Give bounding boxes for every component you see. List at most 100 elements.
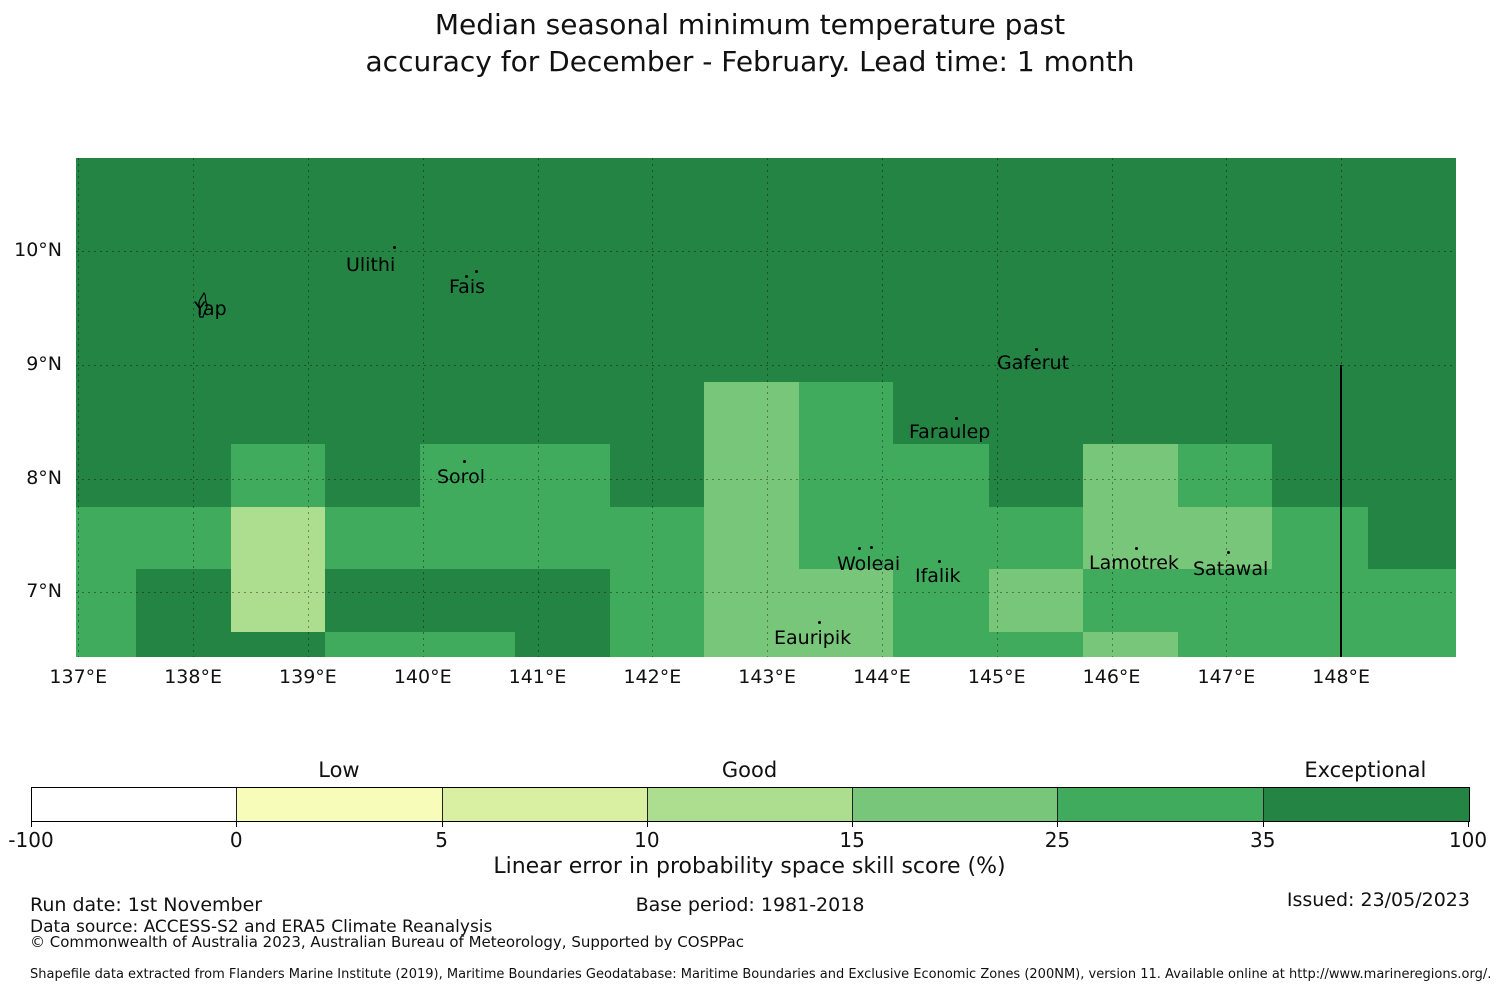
map-cell-score-35-100 bbox=[1367, 506, 1456, 570]
y-tick-label-9: 9°N bbox=[26, 352, 62, 375]
colorbar-number-100: 100 bbox=[1448, 828, 1488, 852]
colorbar-label-exceptional: Exceptional bbox=[1304, 758, 1427, 782]
colorbar-segment-5-to-10 bbox=[442, 788, 648, 821]
colorbar-number-10: 10 bbox=[634, 828, 660, 852]
map-cell-score-25-35 bbox=[799, 381, 894, 507]
island-label-satawal: Satawal bbox=[1193, 558, 1269, 580]
island-label-lamotrek: Lamotrek bbox=[1089, 552, 1179, 574]
colorbar-number--100: -100 bbox=[8, 828, 54, 852]
colorbar-tick-15 bbox=[852, 822, 854, 827]
island-marker-eauripik bbox=[818, 621, 821, 624]
island-marker-satawal bbox=[1227, 551, 1230, 554]
colorbar-segment-25-to-35 bbox=[1058, 788, 1264, 821]
copyright-text: © Commonwealth of Australia 2023, Austra… bbox=[30, 933, 744, 951]
issued-date-text: Issued: 23/05/2023 bbox=[1286, 889, 1470, 911]
colorbar-tick-25 bbox=[1057, 822, 1059, 827]
x-tick-label-146: 146°E bbox=[1082, 666, 1141, 688]
maritime-boundary-line bbox=[1340, 364, 1343, 657]
map-cell-score-25-35 bbox=[420, 444, 610, 507]
gridline-lat-8 bbox=[76, 478, 1456, 480]
map-cell-score-25-35 bbox=[893, 444, 989, 507]
gridline-lat-9 bbox=[76, 364, 1456, 366]
colorbar-tick-100 bbox=[1468, 822, 1469, 827]
island-marker-ifalik bbox=[938, 560, 941, 563]
chart-title-line2: accuracy for December - February. Lead t… bbox=[365, 45, 1135, 78]
yap-island-outline bbox=[198, 291, 208, 318]
gridline-lat-10 bbox=[76, 251, 1456, 253]
map-cell-score-35-100 bbox=[514, 631, 610, 657]
colorbar-number-5: 5 bbox=[435, 828, 448, 852]
island-marker-woleai bbox=[870, 546, 873, 549]
run-date-text: Run date: 1st November bbox=[30, 894, 263, 916]
island-label-woleai: Woleai bbox=[837, 553, 901, 575]
map-cell-score-15-25 bbox=[988, 569, 1083, 632]
map-cell-score-15-25 bbox=[799, 569, 894, 657]
gridline-lon-141 bbox=[537, 158, 539, 657]
x-tick-label-137: 137°E bbox=[49, 666, 108, 688]
colorbar-number-0: 0 bbox=[229, 828, 243, 852]
island-label-fais: Fais bbox=[449, 276, 486, 298]
gridline-lon-146 bbox=[1111, 158, 1113, 657]
gridline-lon-140 bbox=[422, 158, 424, 657]
island-label-yap: Yap bbox=[194, 298, 227, 320]
colorbar-label-low: Low bbox=[318, 758, 360, 782]
island-marker-sorol bbox=[463, 460, 466, 463]
x-tick-label-138: 138°E bbox=[164, 666, 222, 688]
island-marker-gaferut bbox=[1035, 348, 1038, 351]
island-marker-ulithi bbox=[393, 246, 396, 249]
island-label-eauripik: Eauripik bbox=[774, 627, 852, 649]
skill-score-map bbox=[76, 158, 1456, 657]
gridline-lon-143 bbox=[767, 158, 769, 657]
island-marker-fais bbox=[465, 275, 468, 278]
colorbar-tick--100 bbox=[31, 822, 32, 827]
y-tick-label-7: 7°N bbox=[26, 580, 62, 603]
map-cell-score-25-35 bbox=[1178, 444, 1273, 507]
gridline-lon-138 bbox=[193, 158, 195, 657]
gridline-lon-139 bbox=[307, 158, 309, 657]
island-marker-woleai bbox=[858, 547, 861, 550]
x-tick-label-140: 140°E bbox=[393, 666, 452, 688]
colorbar-number-25: 25 bbox=[1044, 828, 1071, 852]
colorbar-segment-35-to-100 bbox=[1263, 788, 1469, 821]
map-cell-score-35-100 bbox=[325, 569, 610, 632]
colorbar-tick-0 bbox=[236, 822, 238, 827]
colorbar-label-good: Good bbox=[721, 758, 778, 782]
map-cell-score-15-25 bbox=[1178, 506, 1273, 570]
map-cell-score-15-25 bbox=[1082, 444, 1179, 570]
map-cell-score-35-100 bbox=[230, 631, 326, 657]
x-tick-label-148: 148°E bbox=[1312, 666, 1371, 688]
colorbar-bar bbox=[31, 787, 1470, 822]
island-label-ulithi: Ulithi bbox=[346, 254, 396, 276]
x-tick-label-139: 139°E bbox=[279, 666, 337, 688]
colorbar: Low Good Exceptional -100 0 5 10 15 25 35 100 Lin… bbox=[8, 758, 1487, 888]
map-cell-score-15-25 bbox=[704, 381, 800, 657]
island-marker-fais bbox=[475, 270, 478, 273]
colorbar-segment-10-to-15 bbox=[647, 788, 854, 821]
map-cell-score-25-35 bbox=[230, 444, 326, 507]
gridline-lon-147 bbox=[1226, 158, 1228, 657]
colorbar-tick-35 bbox=[1262, 822, 1264, 827]
colorbar-segment-0-to-5 bbox=[237, 788, 443, 821]
colorbar-tick-5 bbox=[441, 822, 443, 827]
gridline-lon-144 bbox=[881, 158, 883, 657]
map-cell-score-35-100 bbox=[135, 569, 231, 657]
island-label-faraulep: Faraulep bbox=[909, 421, 991, 443]
x-tick-label-141: 141°E bbox=[508, 666, 567, 688]
x-tick-label-142: 142°E bbox=[623, 666, 682, 688]
gridline-lon-137 bbox=[78, 158, 80, 657]
x-tick-label-144: 144°E bbox=[853, 666, 911, 688]
colorbar-number-15: 15 bbox=[839, 828, 865, 852]
island-marker-faraulep bbox=[955, 417, 958, 420]
x-tick-label-147: 147°E bbox=[1197, 666, 1256, 688]
colorbar-tick-10 bbox=[646, 822, 648, 827]
colorbar-segment--100-to-0 bbox=[32, 788, 238, 821]
base-period-text: Base period: 1981-2018 bbox=[635, 894, 865, 916]
data-source-text: Data source: ACCESS-S2 and ERA5 Climate … bbox=[30, 917, 493, 937]
map-cell-score-10-15 bbox=[230, 506, 326, 632]
x-tick-label-143: 143°E bbox=[738, 666, 797, 688]
island-label-ifalik: Ifalik bbox=[915, 565, 961, 587]
colorbar-segment-15-to-25 bbox=[853, 788, 1059, 821]
island-label-gaferut: Gaferut bbox=[997, 352, 1070, 374]
island-label-sorol: Sorol bbox=[437, 466, 485, 488]
